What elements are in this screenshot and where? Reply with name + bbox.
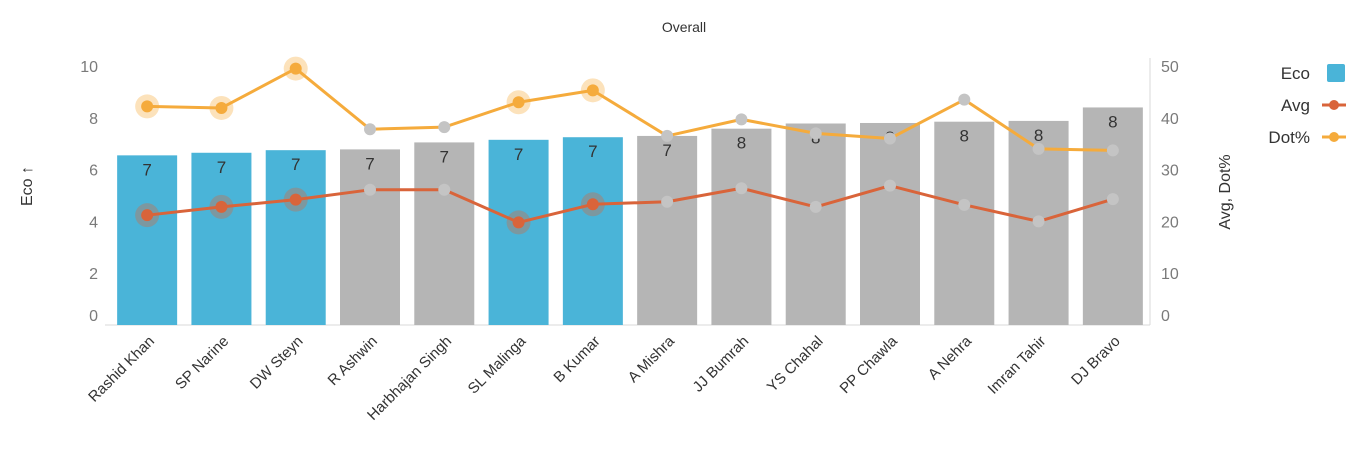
avg-point xyxy=(661,195,674,208)
eco-bar xyxy=(414,142,475,325)
eco-bar-label: 8 xyxy=(960,127,969,146)
category-label: B Kumar xyxy=(550,333,603,386)
left-tick-label: 8 xyxy=(89,111,98,128)
avg-point xyxy=(289,193,302,206)
legend-swatch-point xyxy=(1329,100,1339,110)
avg-point xyxy=(735,182,748,195)
category-labels: Rashid Khan SP Narine DW Steyn R AshwinHarb… xyxy=(85,332,1123,424)
avg-point xyxy=(1106,193,1119,206)
left-tick-label: 10 xyxy=(80,59,98,76)
legend-label: Eco xyxy=(1281,64,1310,83)
eco-bar-label: 7 xyxy=(440,147,449,166)
avg-line xyxy=(146,184,1114,224)
eco-bar xyxy=(637,135,698,325)
eco-bar xyxy=(860,122,920,325)
dot-pct-point xyxy=(438,121,451,134)
avg-point xyxy=(438,183,451,196)
dot-pct-point xyxy=(661,129,674,142)
eco-bar-label: 7 xyxy=(514,145,523,164)
left-tick-label: 2 xyxy=(89,266,98,283)
right-tick-label: 30 xyxy=(1161,163,1179,180)
dot-pct-point xyxy=(958,93,971,106)
category-label: DJ Bravo xyxy=(1068,333,1124,389)
eco-bar-label: 8 xyxy=(737,134,746,153)
category-label: DW Steyn xyxy=(247,333,307,393)
legend-swatch xyxy=(1327,64,1345,82)
left-tick-label: 0 xyxy=(89,308,98,325)
left-tick-label: 4 xyxy=(89,214,98,231)
dot-pct-point xyxy=(141,100,154,113)
dot-pct-point xyxy=(884,132,896,145)
dot-pct-point xyxy=(364,123,376,136)
category-label: Rashid Khan xyxy=(85,333,158,406)
left-tick-label: 6 xyxy=(89,163,98,180)
category-label: Imran Tahir xyxy=(985,333,1050,398)
legend-swatch-point xyxy=(1329,132,1339,142)
eco-bar xyxy=(488,139,549,325)
right-tick-label: 40 xyxy=(1161,111,1179,128)
avg-point xyxy=(512,216,525,229)
category-label: SL Malinga xyxy=(465,332,530,397)
eco-bar xyxy=(340,149,400,325)
category-label: R Ashwin xyxy=(325,333,381,389)
eco-bar xyxy=(265,150,326,325)
right-axis-label: Avg, Dot% xyxy=(1217,154,1234,229)
dot-pct-point xyxy=(586,84,599,97)
avg-point xyxy=(884,179,896,192)
eco-bars xyxy=(117,107,1143,326)
dot-pct-point xyxy=(1106,144,1119,157)
category-label: PP Chawla xyxy=(837,332,902,397)
right-tick-label: 50 xyxy=(1161,59,1179,76)
right-tick-label: 0 xyxy=(1161,308,1170,325)
eco-bar-label: 7 xyxy=(662,141,671,160)
category-label: YS Chahal xyxy=(764,333,827,396)
eco-bar-label: 7 xyxy=(588,142,597,161)
eco-bar-label: 7 xyxy=(291,155,300,174)
right-tick-label: 20 xyxy=(1161,214,1179,231)
eco-bar xyxy=(191,152,252,325)
eco-bar xyxy=(562,137,623,325)
eco-bar-label: 7 xyxy=(217,158,226,177)
right-tick-label: 10 xyxy=(1161,266,1179,283)
category-label: JJ Bumrah xyxy=(690,333,753,396)
category-label: A Nehra xyxy=(925,332,976,383)
legend-label: Dot% xyxy=(1268,128,1310,147)
avg-point xyxy=(364,183,376,196)
eco-bar xyxy=(934,121,995,325)
eco-bar xyxy=(785,123,846,325)
avg-point xyxy=(215,200,228,213)
avg-point xyxy=(1032,215,1045,228)
eco-bar xyxy=(117,155,178,325)
eco-bar xyxy=(1082,107,1143,325)
dot-pct-point xyxy=(1032,142,1045,155)
eco-bar-label: 8 xyxy=(1034,126,1043,145)
eco-bar-label: 7 xyxy=(365,154,374,173)
category-label: A Mishra xyxy=(625,332,679,386)
line-series xyxy=(135,56,1119,235)
dot-pct-line xyxy=(147,67,1113,152)
eco-bar-label: 7 xyxy=(142,160,151,179)
dot-pct-point xyxy=(215,101,228,114)
category-label: SP Narine xyxy=(172,333,232,393)
avg-point xyxy=(809,200,822,213)
right-axis-ticks: 0 10 20 30 40 50 xyxy=(1161,59,1179,325)
left-axis-label: Eco ↑ xyxy=(19,166,36,206)
dot-pct-point xyxy=(512,96,525,109)
chart-title: Overall xyxy=(662,19,706,35)
legend: Eco Avg Dot% xyxy=(1268,64,1346,147)
avg-point xyxy=(958,198,971,211)
eco-bar xyxy=(711,128,772,325)
dot-pct-point xyxy=(809,127,822,140)
dot-pct-point xyxy=(735,113,748,126)
avg-point xyxy=(141,209,154,222)
legend-label: Avg xyxy=(1281,96,1310,115)
left-axis-ticks: 0 2 4 6 8 10 xyxy=(80,59,98,325)
avg-point xyxy=(586,198,599,211)
dot-pct-point xyxy=(289,62,302,75)
eco-bar-label: 8 xyxy=(1108,112,1117,131)
